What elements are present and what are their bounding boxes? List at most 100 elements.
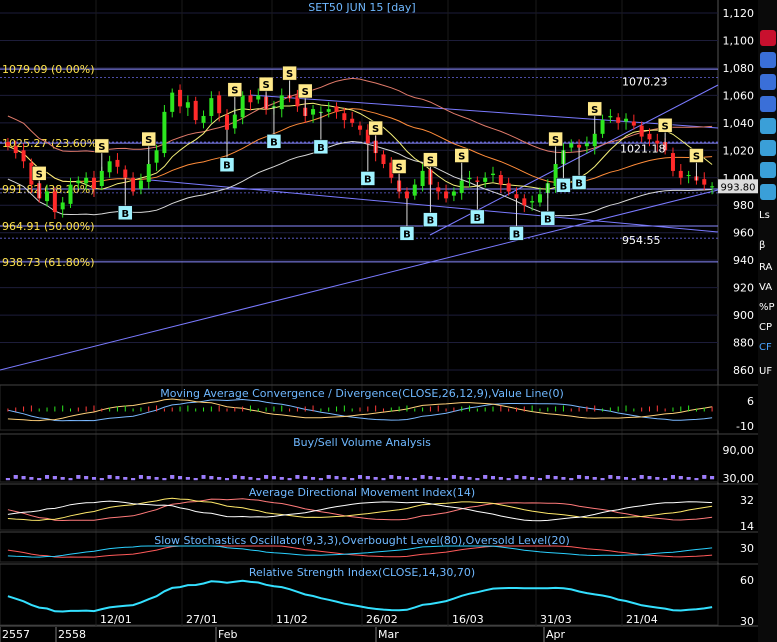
panel-title: Moving Average Convergence / Divergence(… xyxy=(160,387,564,400)
volume-bar-sell xyxy=(624,477,629,480)
candle-body xyxy=(342,113,347,121)
sidebar-icon-button-5[interactable] xyxy=(760,140,776,156)
candle-body xyxy=(530,201,535,203)
date-axis-period-label: 2558 xyxy=(58,628,86,641)
volume-bar-sell xyxy=(303,476,308,480)
volume-bar-sell xyxy=(29,477,34,480)
date-axis-label: 11/02 xyxy=(276,613,308,626)
volume-bar-sell xyxy=(584,476,589,480)
candle-body xyxy=(381,154,386,165)
candle-body xyxy=(248,95,253,103)
volume-bar-sell xyxy=(506,478,511,481)
volume-bar-sell xyxy=(530,477,535,480)
candle-body xyxy=(279,95,284,110)
sidebar-tool-0[interactable]: Ls xyxy=(759,210,770,221)
buy-signal-label: B xyxy=(317,143,325,154)
candle-body xyxy=(404,191,409,199)
sell-signal-marker xyxy=(657,118,673,133)
sell-signal-marker xyxy=(31,166,47,181)
panel-axis-label: 6 xyxy=(747,395,754,408)
date-axis-label: 26/02 xyxy=(366,613,398,626)
sidebar-tool-4[interactable]: %P xyxy=(759,302,775,313)
candle-body xyxy=(506,183,511,192)
sidebar-icon-button-0[interactable] xyxy=(760,30,776,46)
buy-signal-marker xyxy=(571,175,587,190)
volume-bar-sell xyxy=(185,477,190,480)
sidebar-icon-button-4[interactable] xyxy=(760,118,776,134)
volume-bar-sell xyxy=(115,476,120,480)
sidebar-tool-6[interactable]: CF xyxy=(759,342,772,353)
candle-body xyxy=(436,187,441,192)
candle-body xyxy=(537,194,542,203)
fib-level-label: 1079.09 (0.00%) xyxy=(2,63,95,76)
candle-body xyxy=(224,114,229,130)
volume-bar-sell xyxy=(5,478,10,481)
panel-title: Buy/Sell Volume Analysis xyxy=(293,436,431,449)
candle-body xyxy=(702,179,707,185)
candle-body xyxy=(498,175,503,185)
volume-bar-sell xyxy=(279,477,284,480)
candle-body xyxy=(553,164,558,187)
date-axis-period-label: Feb xyxy=(218,628,237,641)
date-axis-period-label: 2557 xyxy=(2,628,30,641)
panel-axis-label: 32 xyxy=(740,494,754,507)
toolbar-sidebar xyxy=(758,0,777,642)
volume-bar-sell xyxy=(569,478,574,481)
trendline-upper xyxy=(249,94,719,129)
sell-signal-label: S xyxy=(263,80,270,91)
sidebar-icon-button-7[interactable] xyxy=(760,184,776,200)
candle-body xyxy=(655,140,660,144)
sell-signal-label: S xyxy=(458,152,465,163)
volume-bar-sell xyxy=(84,476,89,480)
volume-bar-sell xyxy=(162,478,167,481)
moving-average-short xyxy=(7,102,713,190)
volume-bar-sell xyxy=(373,477,378,480)
sidebar-icon-button-2[interactable] xyxy=(760,74,776,90)
chart-canvas[interactable]: 1,1201,1001,0801,0601,0401,0201,00098096… xyxy=(0,0,758,642)
volume-bar-sell xyxy=(91,477,96,480)
panel-title: Slow Stochastics Oscillator(9,3,3),Overb… xyxy=(154,534,570,547)
price-axis-label: 980 xyxy=(733,199,754,212)
volume-bar-sell xyxy=(710,476,715,480)
sell-signal-label: S xyxy=(662,121,669,132)
volume-bar-sell xyxy=(146,476,151,480)
candle-body xyxy=(99,170,104,187)
volume-bar-sell xyxy=(670,475,675,479)
sidebar-tool-2[interactable]: RA xyxy=(759,262,773,273)
volume-bar-sell xyxy=(326,475,331,479)
volume-bar-sell xyxy=(350,478,355,481)
candle-body xyxy=(326,109,331,112)
candle-body xyxy=(232,114,237,129)
sidebar-tool-3[interactable]: VA xyxy=(759,282,773,293)
candle-body xyxy=(107,161,112,173)
candle-body xyxy=(76,180,81,184)
price-axis-label: 880 xyxy=(733,337,754,350)
date-axis-label: 12/01 xyxy=(100,613,132,626)
sidebar-tool-5[interactable]: CP xyxy=(759,322,773,333)
date-axis-period-label: Apr xyxy=(546,628,566,641)
buy-signal-marker xyxy=(219,157,235,172)
candle-body xyxy=(185,102,190,108)
sidebar-tool-1[interactable]: β xyxy=(759,240,766,251)
volume-bar-sell xyxy=(522,476,527,480)
volume-bar-sell xyxy=(397,476,402,480)
buy-signal-label: B xyxy=(544,214,552,225)
sidebar-tool-7[interactable]: UF xyxy=(759,366,773,377)
candle-body xyxy=(389,162,394,178)
candle-body xyxy=(475,180,480,182)
sidebar-icon-button-1[interactable] xyxy=(760,52,776,68)
candle-body xyxy=(91,177,96,189)
volume-bar-sell xyxy=(475,478,480,481)
volume-bar-sell xyxy=(444,478,449,481)
volume-bar-sell xyxy=(561,477,566,480)
sidebar-icon-button-6[interactable] xyxy=(760,162,776,178)
volume-bar-sell xyxy=(545,475,550,479)
volume-bar-sell xyxy=(358,475,362,479)
price-annotation: 1070.23 xyxy=(622,75,668,88)
volume-bar-sell xyxy=(491,476,496,480)
candle-body xyxy=(514,194,519,199)
sidebar-icon-button-3[interactable] xyxy=(760,96,776,112)
sell-signal-marker xyxy=(258,76,274,92)
indicator-line-adx xyxy=(7,497,713,521)
volume-bar-sell xyxy=(256,478,261,481)
